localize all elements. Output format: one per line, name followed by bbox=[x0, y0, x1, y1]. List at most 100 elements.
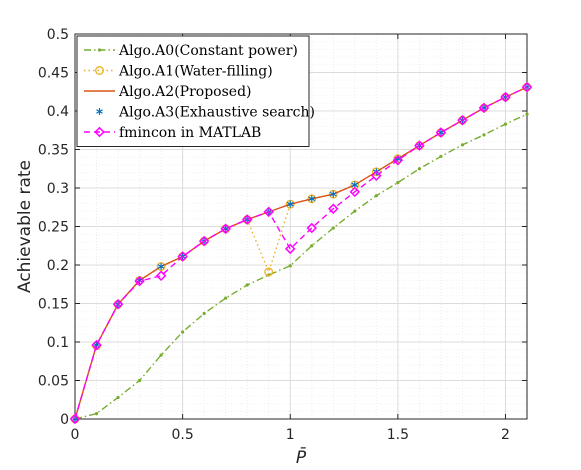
series-1-point bbox=[350, 180, 360, 190]
y-tick-label: 0.35 bbox=[38, 143, 69, 159]
series-1-point bbox=[264, 267, 274, 277]
series-0-point bbox=[417, 167, 421, 171]
legend-marker bbox=[94, 126, 105, 138]
legend-box bbox=[76, 35, 310, 147]
series-0-point bbox=[288, 264, 292, 268]
series-1-point bbox=[371, 167, 381, 177]
legend-marker bbox=[96, 108, 103, 115]
series-1-point bbox=[285, 199, 295, 209]
asterisk-stroke bbox=[308, 196, 316, 202]
series-0-point bbox=[137, 378, 142, 383]
series-4-point bbox=[263, 206, 274, 218]
x-tick-label: 0 bbox=[71, 427, 80, 443]
series-0-point bbox=[439, 154, 443, 159]
series-4-point bbox=[306, 222, 318, 234]
asterisk-stroke bbox=[286, 201, 294, 207]
y-tick-label: 0.2 bbox=[47, 258, 69, 274]
legend-item: fmincon in MATLAB bbox=[84, 125, 261, 141]
series-0-point bbox=[396, 181, 400, 185]
series-4-point bbox=[155, 270, 167, 282]
series-0-point bbox=[331, 226, 335, 230]
series-4-point bbox=[328, 203, 339, 215]
series-4-point bbox=[198, 235, 210, 247]
x-tick-label: 0.5 bbox=[171, 427, 193, 443]
series-4-point bbox=[69, 413, 81, 425]
y-tick-label: 0.5 bbox=[47, 27, 69, 43]
series-4-line bbox=[74, 86, 528, 420]
legend-label: Algo.A3(Exhaustive search) bbox=[118, 105, 315, 121]
series-4-point bbox=[220, 223, 231, 235]
series-0-point bbox=[310, 244, 314, 248]
x-axis-label: P̄ bbox=[296, 446, 307, 468]
series-4-point bbox=[478, 102, 490, 114]
series-0-point bbox=[374, 194, 378, 198]
legend-marker bbox=[95, 66, 104, 75]
y-tick-label: 0.15 bbox=[38, 297, 69, 313]
series-0-point bbox=[460, 143, 465, 147]
series-4-point bbox=[392, 155, 404, 166]
series-0-line bbox=[74, 113, 528, 420]
series-3-point bbox=[286, 200, 294, 208]
series-4-point bbox=[371, 170, 382, 181]
series-4-point bbox=[500, 91, 511, 103]
legend-label: Algo.A0(Constant power) bbox=[118, 43, 298, 59]
legend-item: Algo.A3(Exhaustive search) bbox=[96, 105, 315, 121]
series-4-point bbox=[91, 339, 102, 351]
series-0-point bbox=[202, 311, 206, 316]
series-0-point bbox=[482, 133, 486, 137]
series-4-point bbox=[134, 275, 145, 287]
series-4-point bbox=[521, 81, 533, 93]
series-2-line bbox=[74, 86, 528, 420]
series-0-point bbox=[525, 112, 529, 116]
x-tick-label: 1.5 bbox=[387, 427, 409, 443]
series-4-point bbox=[284, 243, 296, 255]
legend-item: Algo.A2(Proposed) bbox=[84, 84, 252, 100]
series-4-point bbox=[177, 251, 188, 262]
series-3-point bbox=[329, 190, 337, 198]
y-tick-label: 0.4 bbox=[47, 104, 69, 120]
series-4-point bbox=[349, 186, 361, 198]
y-tick-label: 0.25 bbox=[38, 220, 69, 236]
series-0-point bbox=[353, 209, 357, 213]
series-4-point bbox=[414, 140, 425, 151]
legend-label: Algo.A2(Proposed) bbox=[118, 84, 252, 100]
series-0-point bbox=[181, 330, 185, 334]
y-tick-label: 0.1 bbox=[47, 335, 69, 351]
legend-item: Algo.A1(Water-filling) bbox=[84, 64, 273, 80]
series-0-point bbox=[224, 296, 228, 300]
series-4-point bbox=[435, 127, 447, 138]
y-tick-label: 0.05 bbox=[38, 374, 69, 390]
axis-ticks: 0 0.5 1 1.5 2 0 0.05 0.1 0.15 0.2 0.25 0.3 0.35 0.4 0.… bbox=[38, 27, 527, 443]
series-1-point bbox=[307, 194, 317, 204]
series-4-point bbox=[457, 114, 468, 126]
legend-label: fmincon in MATLAB bbox=[119, 125, 261, 141]
series-0-point bbox=[159, 353, 163, 357]
series-4 bbox=[69, 81, 533, 425]
asterisk-stroke bbox=[157, 264, 165, 269]
series-2 bbox=[74, 86, 528, 420]
y-tick-label: 0.45 bbox=[38, 66, 69, 82]
legend: Algo.A0(Constant power) Algo.A1(Water-fil… bbox=[76, 35, 315, 147]
legend-item: Algo.A0(Constant power) bbox=[84, 43, 298, 59]
series-0-point bbox=[245, 283, 249, 287]
x-tick-label: 2 bbox=[501, 427, 510, 443]
series-3-point bbox=[157, 263, 165, 271]
y-tick-label: 0 bbox=[60, 412, 69, 428]
asterisk-stroke bbox=[96, 109, 103, 114]
series-0 bbox=[73, 112, 529, 421]
y-axis-label: Achievable rate bbox=[15, 160, 35, 293]
legend-marker bbox=[97, 48, 102, 52]
series-1-point bbox=[156, 262, 166, 271]
asterisk-stroke bbox=[351, 182, 359, 188]
series-0-point bbox=[503, 122, 508, 126]
series-4-point bbox=[112, 299, 124, 310]
series-0-point bbox=[116, 395, 120, 400]
series-0-point bbox=[94, 412, 99, 416]
series-1-point bbox=[328, 189, 338, 199]
series-layer bbox=[69, 81, 533, 425]
asterisk-stroke bbox=[329, 191, 337, 197]
y-tick-label: 0.3 bbox=[47, 181, 69, 197]
series-1-point bbox=[393, 154, 403, 164]
series-4-point bbox=[241, 214, 253, 225]
